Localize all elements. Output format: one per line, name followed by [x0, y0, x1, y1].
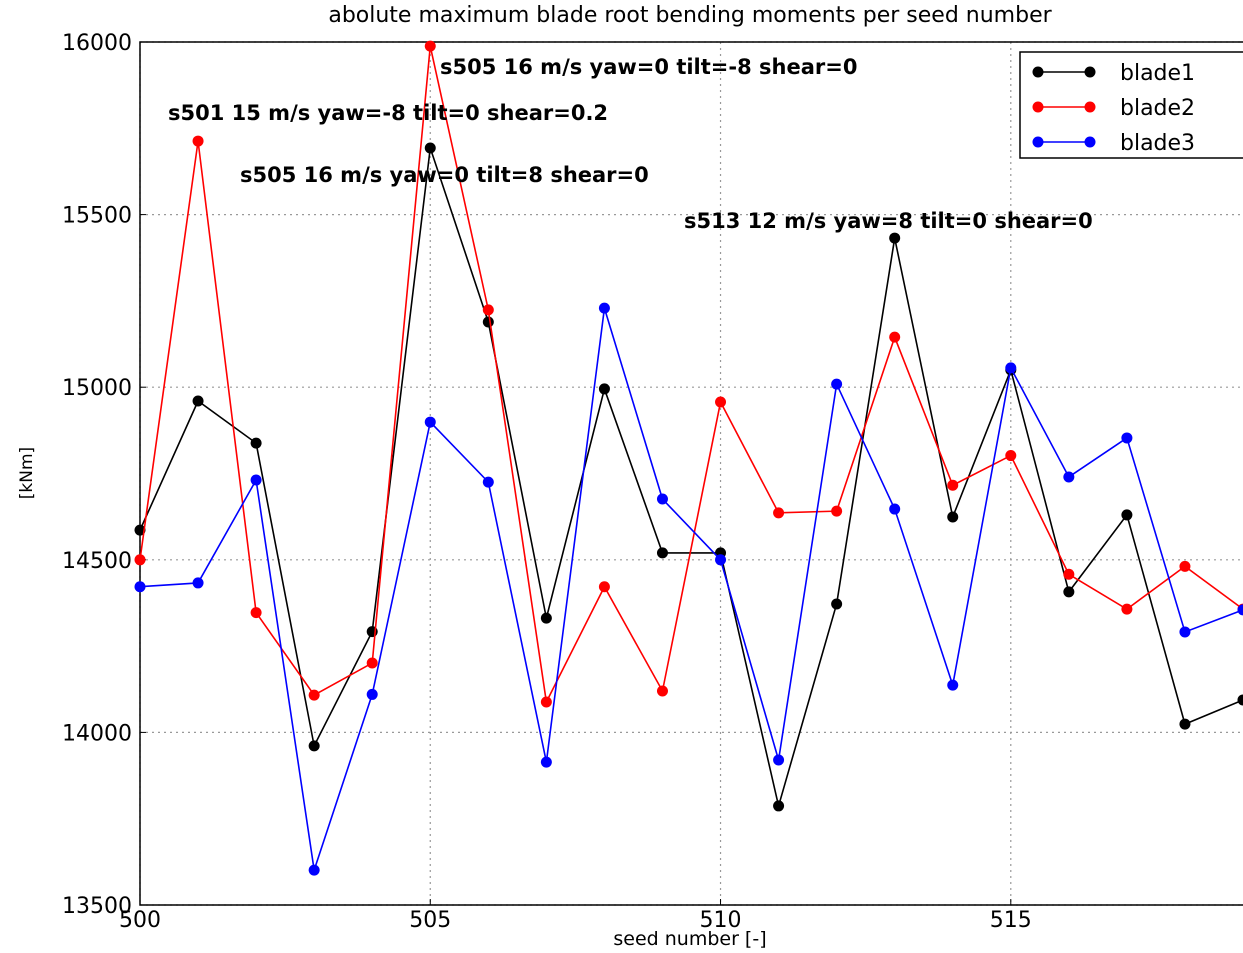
y-tick-label: 16000 — [62, 31, 132, 56]
legend-marker — [1084, 66, 1096, 78]
data-point — [947, 679, 959, 691]
data-point — [540, 696, 552, 708]
data-point — [889, 232, 901, 244]
data-point — [482, 476, 494, 488]
data-point — [1063, 586, 1075, 598]
data-point — [482, 316, 494, 328]
y-tick-label: 14500 — [62, 549, 132, 574]
y-tick-label: 15500 — [62, 204, 132, 229]
series-line — [139, 307, 1243, 871]
data-point — [715, 554, 727, 566]
axes-frame — [139, 41, 1243, 906]
data-point — [308, 740, 320, 752]
data-point — [656, 493, 668, 505]
data-point — [598, 302, 610, 314]
series-line — [139, 45, 1243, 705]
data-point — [1005, 450, 1017, 462]
annotation: s513 12 m/s yaw=8 tilt=0 shear=0 — [684, 209, 1093, 233]
data-point — [1121, 509, 1133, 521]
data-point — [424, 40, 436, 52]
x-tick-label: 500 — [119, 908, 161, 933]
data-point — [598, 383, 610, 395]
data-point — [482, 304, 494, 316]
legend-label: blade2 — [1120, 96, 1195, 121]
data-point — [889, 331, 901, 343]
series-line — [139, 147, 1243, 810]
data-point — [1237, 604, 1243, 616]
y-tick-label: 14000 — [62, 721, 132, 746]
data-point — [831, 378, 843, 390]
legend-marker — [1032, 136, 1044, 148]
data-point — [1179, 718, 1191, 730]
data-point — [1005, 362, 1017, 374]
data-point — [773, 754, 785, 766]
legend-marker — [1084, 101, 1096, 113]
legend-box — [1019, 51, 1243, 159]
data-point — [250, 437, 262, 449]
data-point — [656, 547, 668, 559]
data-point — [1179, 626, 1191, 638]
data-point — [831, 598, 843, 610]
data-point — [1237, 694, 1243, 706]
x-tick-label: 505 — [409, 908, 451, 933]
data-point — [250, 607, 262, 619]
data-point — [889, 503, 901, 515]
data-point — [1063, 471, 1075, 483]
data-point — [192, 395, 204, 407]
data-point — [366, 688, 378, 700]
data-point — [192, 577, 204, 589]
data-point — [366, 657, 378, 669]
legend-marker — [1084, 136, 1096, 148]
chart-title: abolute maximum blade root bending momen… — [328, 3, 1052, 28]
legend-label: blade1 — [1120, 61, 1195, 86]
data-point — [947, 511, 959, 523]
data-point — [947, 479, 959, 491]
data-point — [715, 396, 727, 408]
y-tick-label: 15000 — [62, 376, 132, 401]
data-point — [134, 524, 146, 536]
data-point — [1179, 560, 1191, 572]
data-point — [598, 581, 610, 593]
data-point — [540, 612, 552, 624]
legend-marker — [1032, 101, 1044, 113]
x-axis-label: seed number [-] — [613, 928, 766, 950]
annotation: s505 16 m/s yaw=0 tilt=8 shear=0 — [240, 163, 649, 187]
data-point — [1063, 568, 1075, 580]
data-point — [134, 554, 146, 566]
data-point — [656, 685, 668, 697]
data-point — [424, 416, 436, 428]
annotation: s505 16 m/s yaw=0 tilt=-8 shear=0 — [440, 55, 857, 79]
data-point — [831, 505, 843, 517]
y-axis-label: [kNm] — [17, 447, 37, 499]
data-point — [773, 507, 785, 519]
x-tick-label: 515 — [990, 908, 1032, 933]
data-point — [308, 689, 320, 701]
x-tick-label: 510 — [700, 908, 742, 933]
annotation: s501 15 m/s yaw=-8 tilt=0 shear=0.2 — [168, 101, 608, 125]
data-point — [1121, 603, 1133, 615]
data-point — [250, 474, 262, 486]
data-point — [424, 142, 436, 154]
data-point — [540, 756, 552, 768]
data-point — [192, 135, 204, 147]
data-point — [1121, 432, 1133, 444]
legend-marker — [1032, 66, 1044, 78]
y-tick-label: 13500 — [62, 894, 132, 919]
legend-label: blade3 — [1120, 131, 1195, 156]
data-point — [134, 581, 146, 593]
data-point — [773, 800, 785, 812]
data-point — [308, 864, 320, 876]
